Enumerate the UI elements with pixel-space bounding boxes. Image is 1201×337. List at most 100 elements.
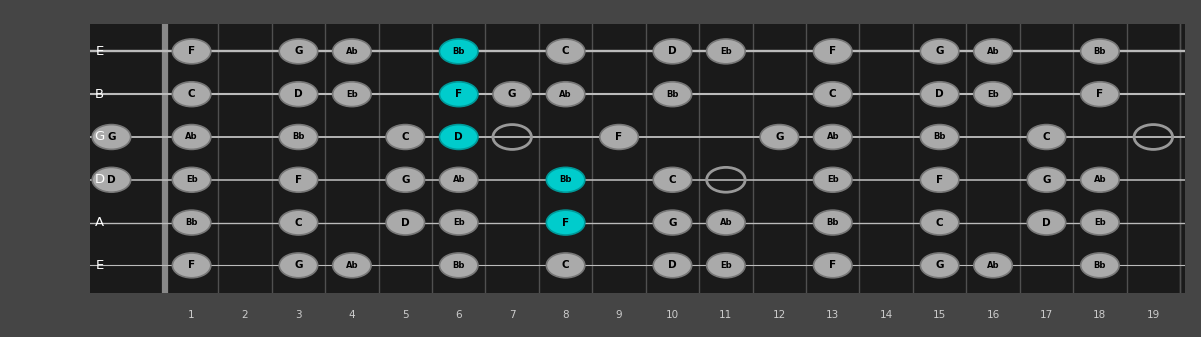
Text: Ab: Ab (560, 90, 572, 99)
Ellipse shape (974, 39, 1012, 64)
Ellipse shape (1027, 125, 1065, 149)
Text: Bb: Bb (1094, 47, 1106, 56)
Ellipse shape (386, 125, 424, 149)
Text: C: C (936, 218, 944, 227)
Text: G: G (775, 132, 783, 142)
Text: 10: 10 (665, 310, 679, 320)
Text: Eb: Eb (721, 47, 731, 56)
Ellipse shape (173, 167, 211, 192)
Text: Eb: Eb (987, 90, 999, 99)
Ellipse shape (546, 39, 585, 64)
Ellipse shape (386, 210, 424, 235)
Ellipse shape (706, 39, 745, 64)
Text: D: D (107, 175, 115, 185)
Text: F: F (615, 132, 622, 142)
Ellipse shape (279, 210, 318, 235)
Ellipse shape (1081, 39, 1119, 64)
Text: C: C (562, 261, 569, 270)
Text: C: C (294, 218, 303, 227)
Ellipse shape (546, 210, 585, 235)
Ellipse shape (813, 253, 852, 278)
Text: F: F (295, 175, 301, 185)
Text: Ab: Ab (185, 132, 198, 142)
Ellipse shape (1081, 253, 1119, 278)
Text: C: C (829, 89, 837, 99)
Text: G: G (936, 261, 944, 270)
Ellipse shape (440, 82, 478, 106)
Ellipse shape (813, 210, 852, 235)
Ellipse shape (440, 39, 478, 64)
Text: Bb: Bb (453, 47, 465, 56)
Text: Ab: Ab (826, 132, 839, 142)
Ellipse shape (440, 210, 478, 235)
Text: Bb: Bb (560, 175, 572, 184)
Text: 4: 4 (348, 310, 355, 320)
Text: Bb: Bb (667, 90, 679, 99)
Ellipse shape (813, 167, 852, 192)
Text: 8: 8 (562, 310, 569, 320)
Text: F: F (936, 175, 943, 185)
Text: D: D (668, 261, 677, 270)
Text: 2: 2 (241, 310, 249, 320)
Ellipse shape (440, 167, 478, 192)
Ellipse shape (653, 39, 692, 64)
Text: Bb: Bb (453, 261, 465, 270)
Ellipse shape (92, 125, 131, 149)
Text: F: F (829, 261, 836, 270)
Ellipse shape (279, 253, 318, 278)
Ellipse shape (920, 167, 958, 192)
Ellipse shape (653, 167, 692, 192)
Text: 7: 7 (509, 310, 515, 320)
Text: G: G (668, 218, 676, 227)
Text: 17: 17 (1040, 310, 1053, 320)
Text: Eb: Eb (827, 175, 838, 184)
Ellipse shape (546, 167, 585, 192)
Text: 14: 14 (879, 310, 892, 320)
Text: E: E (96, 259, 103, 272)
Ellipse shape (1027, 167, 1065, 192)
Ellipse shape (440, 125, 478, 149)
Text: 6: 6 (455, 310, 462, 320)
Text: D: D (401, 218, 410, 227)
Ellipse shape (173, 210, 211, 235)
Ellipse shape (1081, 210, 1119, 235)
Text: C: C (187, 89, 196, 99)
Ellipse shape (279, 167, 318, 192)
Ellipse shape (1081, 82, 1119, 106)
Text: 15: 15 (933, 310, 946, 320)
Ellipse shape (813, 125, 852, 149)
Ellipse shape (279, 82, 318, 106)
Text: Bb: Bb (185, 218, 198, 227)
Text: 18: 18 (1093, 310, 1106, 320)
Ellipse shape (920, 125, 958, 149)
Text: F: F (189, 261, 195, 270)
Ellipse shape (546, 82, 585, 106)
Ellipse shape (653, 253, 692, 278)
Text: G: G (401, 175, 410, 185)
Text: Bb: Bb (292, 132, 305, 142)
Text: Eb: Eb (453, 218, 465, 227)
Ellipse shape (1027, 210, 1065, 235)
Ellipse shape (173, 39, 211, 64)
Ellipse shape (920, 253, 958, 278)
Ellipse shape (333, 253, 371, 278)
Text: F: F (829, 47, 836, 56)
Text: Ab: Ab (346, 47, 358, 56)
Ellipse shape (706, 253, 745, 278)
Ellipse shape (760, 125, 799, 149)
Ellipse shape (333, 39, 371, 64)
Text: B: B (95, 88, 104, 101)
Ellipse shape (173, 125, 211, 149)
Text: D: D (936, 89, 944, 99)
Text: C: C (401, 132, 410, 142)
Text: Eb: Eb (1094, 218, 1106, 227)
Ellipse shape (279, 39, 318, 64)
Ellipse shape (173, 253, 211, 278)
Ellipse shape (813, 39, 852, 64)
Ellipse shape (813, 82, 852, 106)
Ellipse shape (599, 125, 638, 149)
Text: G: G (294, 47, 303, 56)
Text: G: G (1042, 175, 1051, 185)
Text: 9: 9 (616, 310, 622, 320)
Ellipse shape (279, 125, 318, 149)
